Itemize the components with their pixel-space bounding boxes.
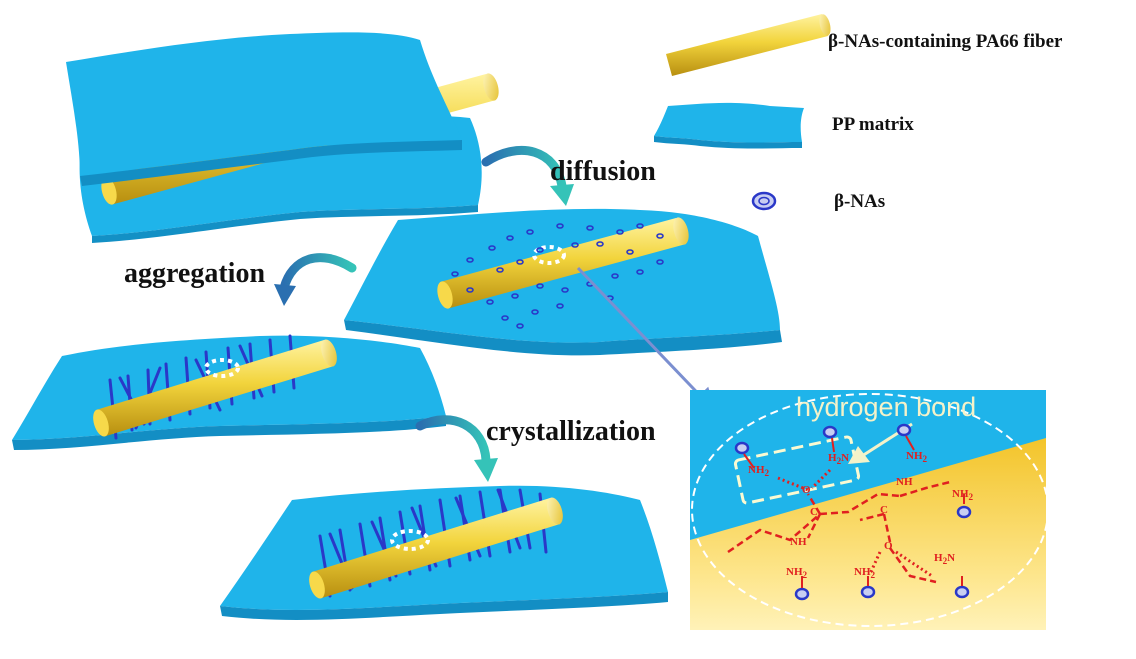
pa66-fiber-3 — [96, 340, 334, 436]
legend-matrix-shape — [654, 102, 804, 149]
chem-nh2-e: NH2 — [854, 566, 876, 581]
step-label-diffusion: diffusion — [550, 156, 656, 187]
inset-title-hydrogen-bond: hydrogen bond — [796, 392, 977, 422]
panel-initial — [66, 32, 499, 243]
panel-aggregation — [12, 334, 446, 450]
step-arrow-aggregation — [274, 253, 357, 306]
step-label-aggregation: aggregation — [124, 258, 266, 289]
pa66-fiber-4 — [312, 498, 560, 598]
chem-o-1: O — [802, 484, 811, 496]
chem-h2n-b: H2N — [934, 552, 956, 567]
nas-dots — [451, 223, 664, 329]
chem-o-2: O — [884, 540, 893, 552]
legend-matrix-label: PP matrix — [832, 114, 914, 135]
chem-nh2-b: NH2 — [906, 450, 928, 465]
inset-panel — [690, 390, 1049, 630]
step-label-crystallization: crystallization — [486, 416, 656, 447]
chem-c-1: C — [810, 506, 818, 518]
step-arrow-diffusion — [481, 145, 574, 206]
legend-nas-icon — [751, 191, 777, 211]
step-arrow-crystallization — [415, 415, 498, 482]
legend-nas-label: β-NAs — [834, 191, 886, 212]
chem-nh-1: NH — [896, 476, 913, 488]
legend-fiber-shape — [666, 14, 831, 76]
chem-nh-2: NH — [790, 536, 807, 548]
contact-circle-3 — [204, 358, 240, 378]
zoom-arrow — [576, 266, 717, 413]
chem-h2n-a: H2N — [828, 452, 850, 467]
chem-nh2-c: NH2 — [952, 488, 974, 503]
pp-sheet-upper — [66, 32, 462, 177]
pa66-fiber-2 — [440, 218, 686, 308]
panel-crystallization — [220, 485, 668, 620]
chem-c-2: C — [880, 504, 888, 516]
chem-nh2-a: NH2 — [748, 464, 770, 479]
contact-circle-2 — [532, 245, 566, 265]
contact-circle-4 — [390, 529, 430, 551]
panel-diffusion — [344, 208, 782, 356]
chem-nh2-d: NH2 — [786, 566, 808, 581]
legend-fiber-label: β-NAs-containing PA66 fiber — [828, 31, 1063, 52]
